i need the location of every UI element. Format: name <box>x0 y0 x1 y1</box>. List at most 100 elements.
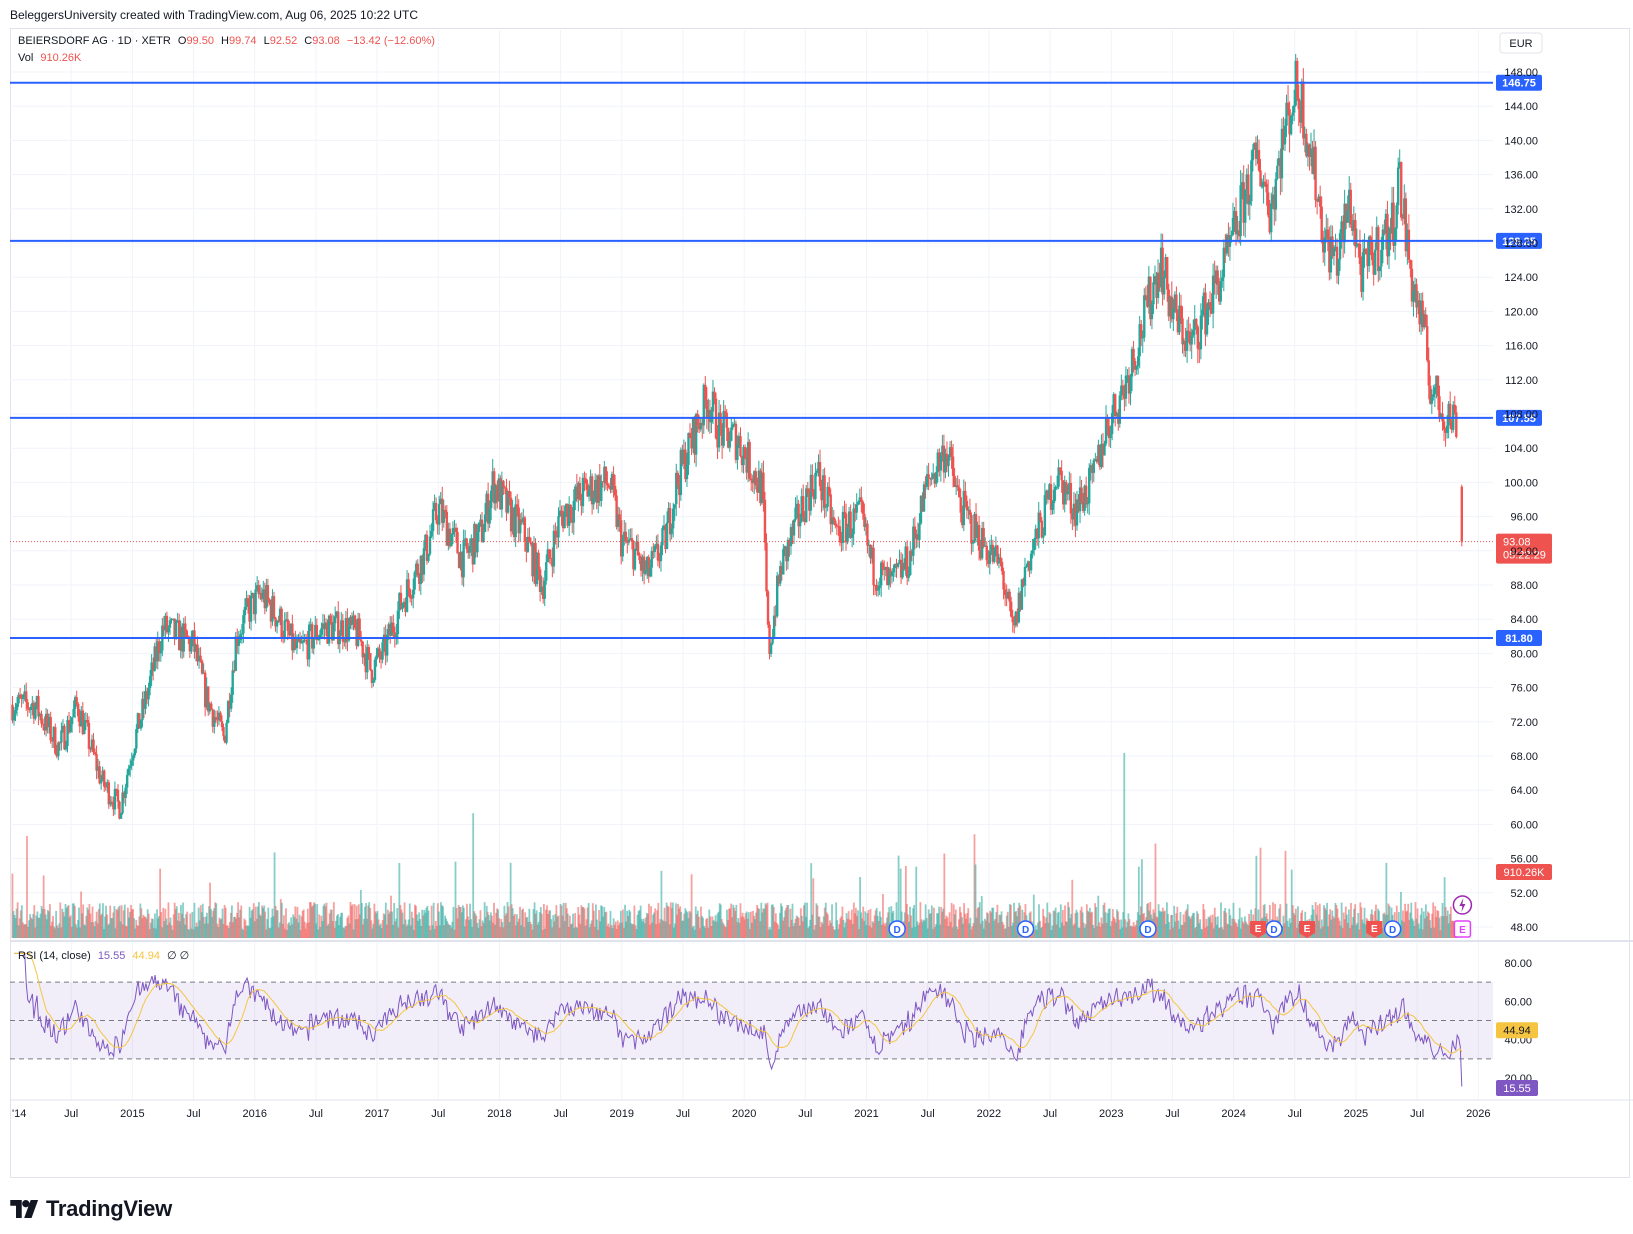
candle-body <box>1369 236 1372 242</box>
volume-bar <box>159 868 162 938</box>
volume-bar <box>1333 918 1336 938</box>
volume-bar <box>189 913 192 938</box>
volume-bar <box>937 913 939 938</box>
price-tick-label: 76.00 <box>1510 683 1538 695</box>
candle <box>737 432 741 449</box>
candle <box>306 630 309 667</box>
candle-body <box>1372 259 1375 275</box>
volume-bar <box>933 907 935 938</box>
volume-bar <box>1196 911 1198 938</box>
candle-body <box>151 662 155 671</box>
volume-bar <box>300 916 303 938</box>
volume-bar <box>734 911 737 938</box>
volume-bar <box>1385 862 1388 938</box>
volume-bar <box>689 912 692 938</box>
candle <box>1184 327 1187 358</box>
volume-bar <box>852 902 855 938</box>
candle <box>1348 176 1351 228</box>
candle <box>557 507 560 548</box>
volume-bar <box>917 925 920 938</box>
volume-bar <box>395 918 398 938</box>
volume-bar <box>1004 928 1007 938</box>
candle-body <box>283 620 286 638</box>
tradingview-logo[interactable]: TradingView <box>10 1196 172 1222</box>
volume-bar <box>1110 921 1113 938</box>
candle-body <box>831 517 834 525</box>
candle <box>658 552 661 569</box>
volume-bar <box>783 917 786 938</box>
dividend-marker-label: D <box>893 925 900 936</box>
volume-bar <box>214 902 217 938</box>
candle-body <box>769 643 773 655</box>
candle <box>520 512 523 525</box>
candle-body <box>366 647 369 673</box>
time-tick-label: 2022 <box>977 1108 1001 1120</box>
candle <box>636 534 640 556</box>
candle-body <box>289 623 293 636</box>
volume-bar <box>1071 879 1074 938</box>
candle <box>1383 219 1386 236</box>
candle-body <box>1413 284 1417 292</box>
candle <box>768 621 771 660</box>
volume-bar <box>756 904 759 938</box>
candle-body <box>1375 227 1378 250</box>
candle <box>321 613 325 639</box>
volume-bar <box>367 905 370 938</box>
candle <box>615 489 618 530</box>
volume-bar <box>1447 923 1450 938</box>
volume-bar <box>305 923 308 938</box>
price-tick-label: 56.00 <box>1510 854 1538 866</box>
volume-bar <box>290 917 293 938</box>
candle-body <box>1211 275 1215 314</box>
candle <box>170 618 173 624</box>
volume-bar <box>876 915 879 938</box>
candle-body <box>1002 571 1005 590</box>
candle-body <box>835 525 839 527</box>
candle-body <box>609 487 612 490</box>
candle-body <box>716 438 719 448</box>
candle-body <box>399 592 403 609</box>
volume-bar <box>795 915 798 938</box>
currency-box[interactable] <box>1499 32 1543 54</box>
candle-body <box>1097 444 1100 463</box>
candle-body <box>12 713 16 721</box>
volume-bar <box>677 903 679 938</box>
volume-bar <box>1176 906 1179 938</box>
volume-bar <box>610 925 613 938</box>
candle <box>779 560 782 587</box>
volume-bar <box>369 907 372 938</box>
rsi-legend: RSI (14, close) 15.55 44.94 ∅ ∅ <box>18 950 189 962</box>
candle <box>1039 510 1042 523</box>
candle <box>268 597 271 606</box>
candle-body <box>1188 331 1192 345</box>
candle-body <box>968 509 972 515</box>
volume-bar <box>972 923 975 938</box>
candle <box>609 477 612 494</box>
candle <box>1114 393 1117 427</box>
candle-body <box>259 592 262 595</box>
volume-bar <box>753 915 755 938</box>
candle <box>1247 164 1250 216</box>
volume-bar <box>611 928 614 938</box>
volume-bar <box>865 924 868 938</box>
last-price-tag <box>1496 533 1552 564</box>
candle <box>1181 306 1184 354</box>
candle-body <box>57 742 60 757</box>
volume-bar <box>674 923 676 938</box>
candle-body <box>1026 561 1030 567</box>
candle-body <box>725 412 728 428</box>
candle-body <box>1088 467 1091 504</box>
candle-body <box>1213 275 1216 284</box>
volume-bar <box>1349 928 1351 938</box>
volume-bar <box>1315 914 1318 938</box>
volume-bar <box>1134 924 1137 938</box>
candle <box>147 682 150 707</box>
candle <box>749 473 753 491</box>
volume-bar <box>1005 915 1008 938</box>
candle <box>1169 295 1172 329</box>
candle-body <box>731 424 735 428</box>
candle-body <box>200 660 204 674</box>
candle <box>1302 68 1305 146</box>
candle-body <box>367 647 371 654</box>
